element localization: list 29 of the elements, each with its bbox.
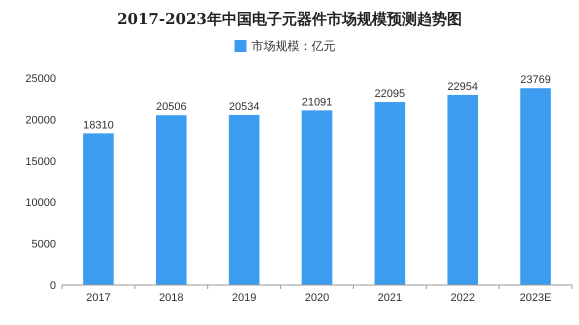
data-label: 23769	[520, 74, 551, 86]
x-tick-label: 2021	[378, 292, 402, 304]
data-label: 22954	[447, 80, 478, 93]
x-tick-label: 2020	[304, 292, 330, 304]
y-tick-label: 0	[50, 280, 56, 292]
y-tick-label: 20000	[25, 114, 56, 126]
data-label: 20534	[228, 100, 260, 113]
bar	[83, 133, 114, 285]
bar	[302, 110, 332, 285]
y-tick-label: 5000	[32, 238, 56, 251]
legend-label: 市场规模：亿元	[252, 39, 336, 53]
x-tick-label: 2017	[86, 292, 111, 304]
data-label: 22095	[374, 88, 406, 100]
bar	[447, 94, 478, 285]
chart-title: 2017-2023年中国电子元器件市场规模预测趋势图	[117, 10, 462, 28]
bar	[228, 114, 260, 285]
y-tick-label: 10000	[25, 197, 56, 210]
bar	[156, 115, 187, 285]
data-label: 18310	[83, 119, 114, 132]
bar	[520, 88, 551, 285]
data-label: 21091	[302, 96, 332, 108]
x-tick-label: 2023E	[520, 292, 552, 304]
x-tick-label: 2022	[450, 292, 475, 304]
x-tick-label: 2018	[159, 292, 184, 304]
y-tick-label: 15000	[25, 156, 56, 168]
x-tick-label: 2019	[232, 292, 256, 304]
data-label: 20506	[156, 101, 187, 114]
bar	[374, 102, 406, 285]
y-tick-label: 25000	[25, 73, 56, 85]
